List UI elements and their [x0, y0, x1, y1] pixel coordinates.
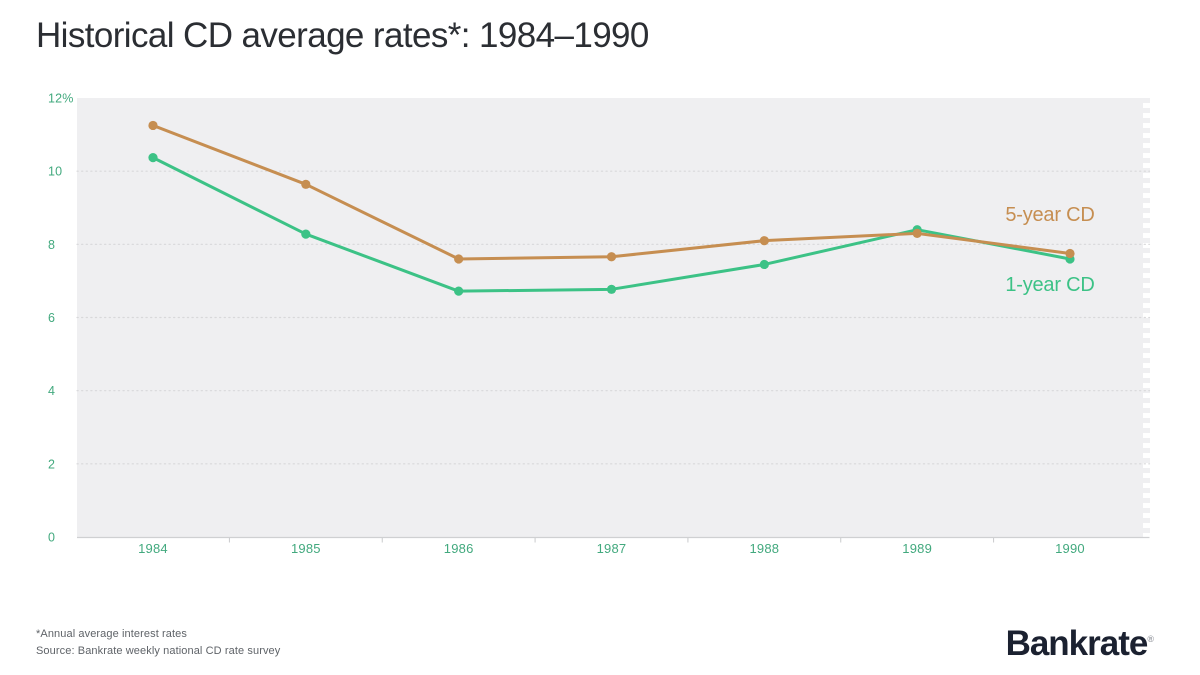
series-label-5-year-cd: 5-year CD	[1005, 204, 1094, 226]
data-point-5-year-cd-1988	[759, 236, 769, 246]
bankrate-logo: Bankrate®	[1006, 626, 1154, 661]
chart-title: Historical CD average rates*: 1984–1990	[36, 16, 649, 55]
data-point-1-year-cd-1985	[301, 229, 311, 239]
data-point-5-year-cd-1985	[301, 179, 311, 190]
x-axis-label: 1984	[138, 541, 168, 556]
data-point-5-year-cd-1989	[912, 229, 922, 239]
bankrate-logo-text: Bankrate	[1005, 624, 1149, 663]
y-axis-label: 8	[48, 238, 55, 252]
series-label-1-year-cd: 1-year CD	[1005, 274, 1094, 296]
data-point-1-year-cd-1984	[148, 153, 158, 163]
data-point-5-year-cd-1984	[148, 121, 158, 131]
x-axis-label: 1989	[902, 541, 932, 556]
y-axis-label: 0	[48, 531, 55, 545]
x-axis-label: 1986	[444, 541, 474, 556]
data-point-5-year-cd-1990	[1065, 249, 1075, 259]
footnote-source: Source: Bankrate weekly national CD rate…	[36, 645, 281, 658]
y-axis-label: 2	[48, 458, 55, 472]
footnote-annual-average: *Annual average interest rates	[36, 627, 187, 640]
data-point-1-year-cd-1987	[606, 284, 617, 295]
chart-header: Historical CD average rates*: 1984–1990	[0, 0, 1200, 56]
data-point-5-year-cd-1987	[606, 252, 617, 262]
footnotes: *Annual average interest rates Source: B…	[36, 626, 280, 661]
cd-rates-chart: 0 2 4 6 8 10 12% 1984 1985 1986 1987 1988 1989 1990 1-…	[48, 92, 1151, 556]
footer: *Annual average interest rates Source: B…	[0, 626, 1200, 661]
data-point-5-year-cd-1986	[454, 254, 464, 264]
x-axis-label: 1988	[749, 541, 779, 556]
x-axis-label: 1987	[597, 541, 627, 556]
data-point-1-year-cd-1986	[454, 286, 464, 297]
y-axis-label: 10	[48, 165, 62, 179]
data-point-1-year-cd-1988	[759, 260, 769, 270]
x-axis-label: 1985	[291, 541, 321, 556]
x-axis-label: 1990	[1055, 541, 1085, 556]
y-axis-label: 4	[48, 384, 55, 398]
registered-mark-icon: ®	[1147, 634, 1154, 645]
y-axis-label: 12%	[48, 92, 74, 106]
y-axis-label: 6	[48, 311, 55, 325]
